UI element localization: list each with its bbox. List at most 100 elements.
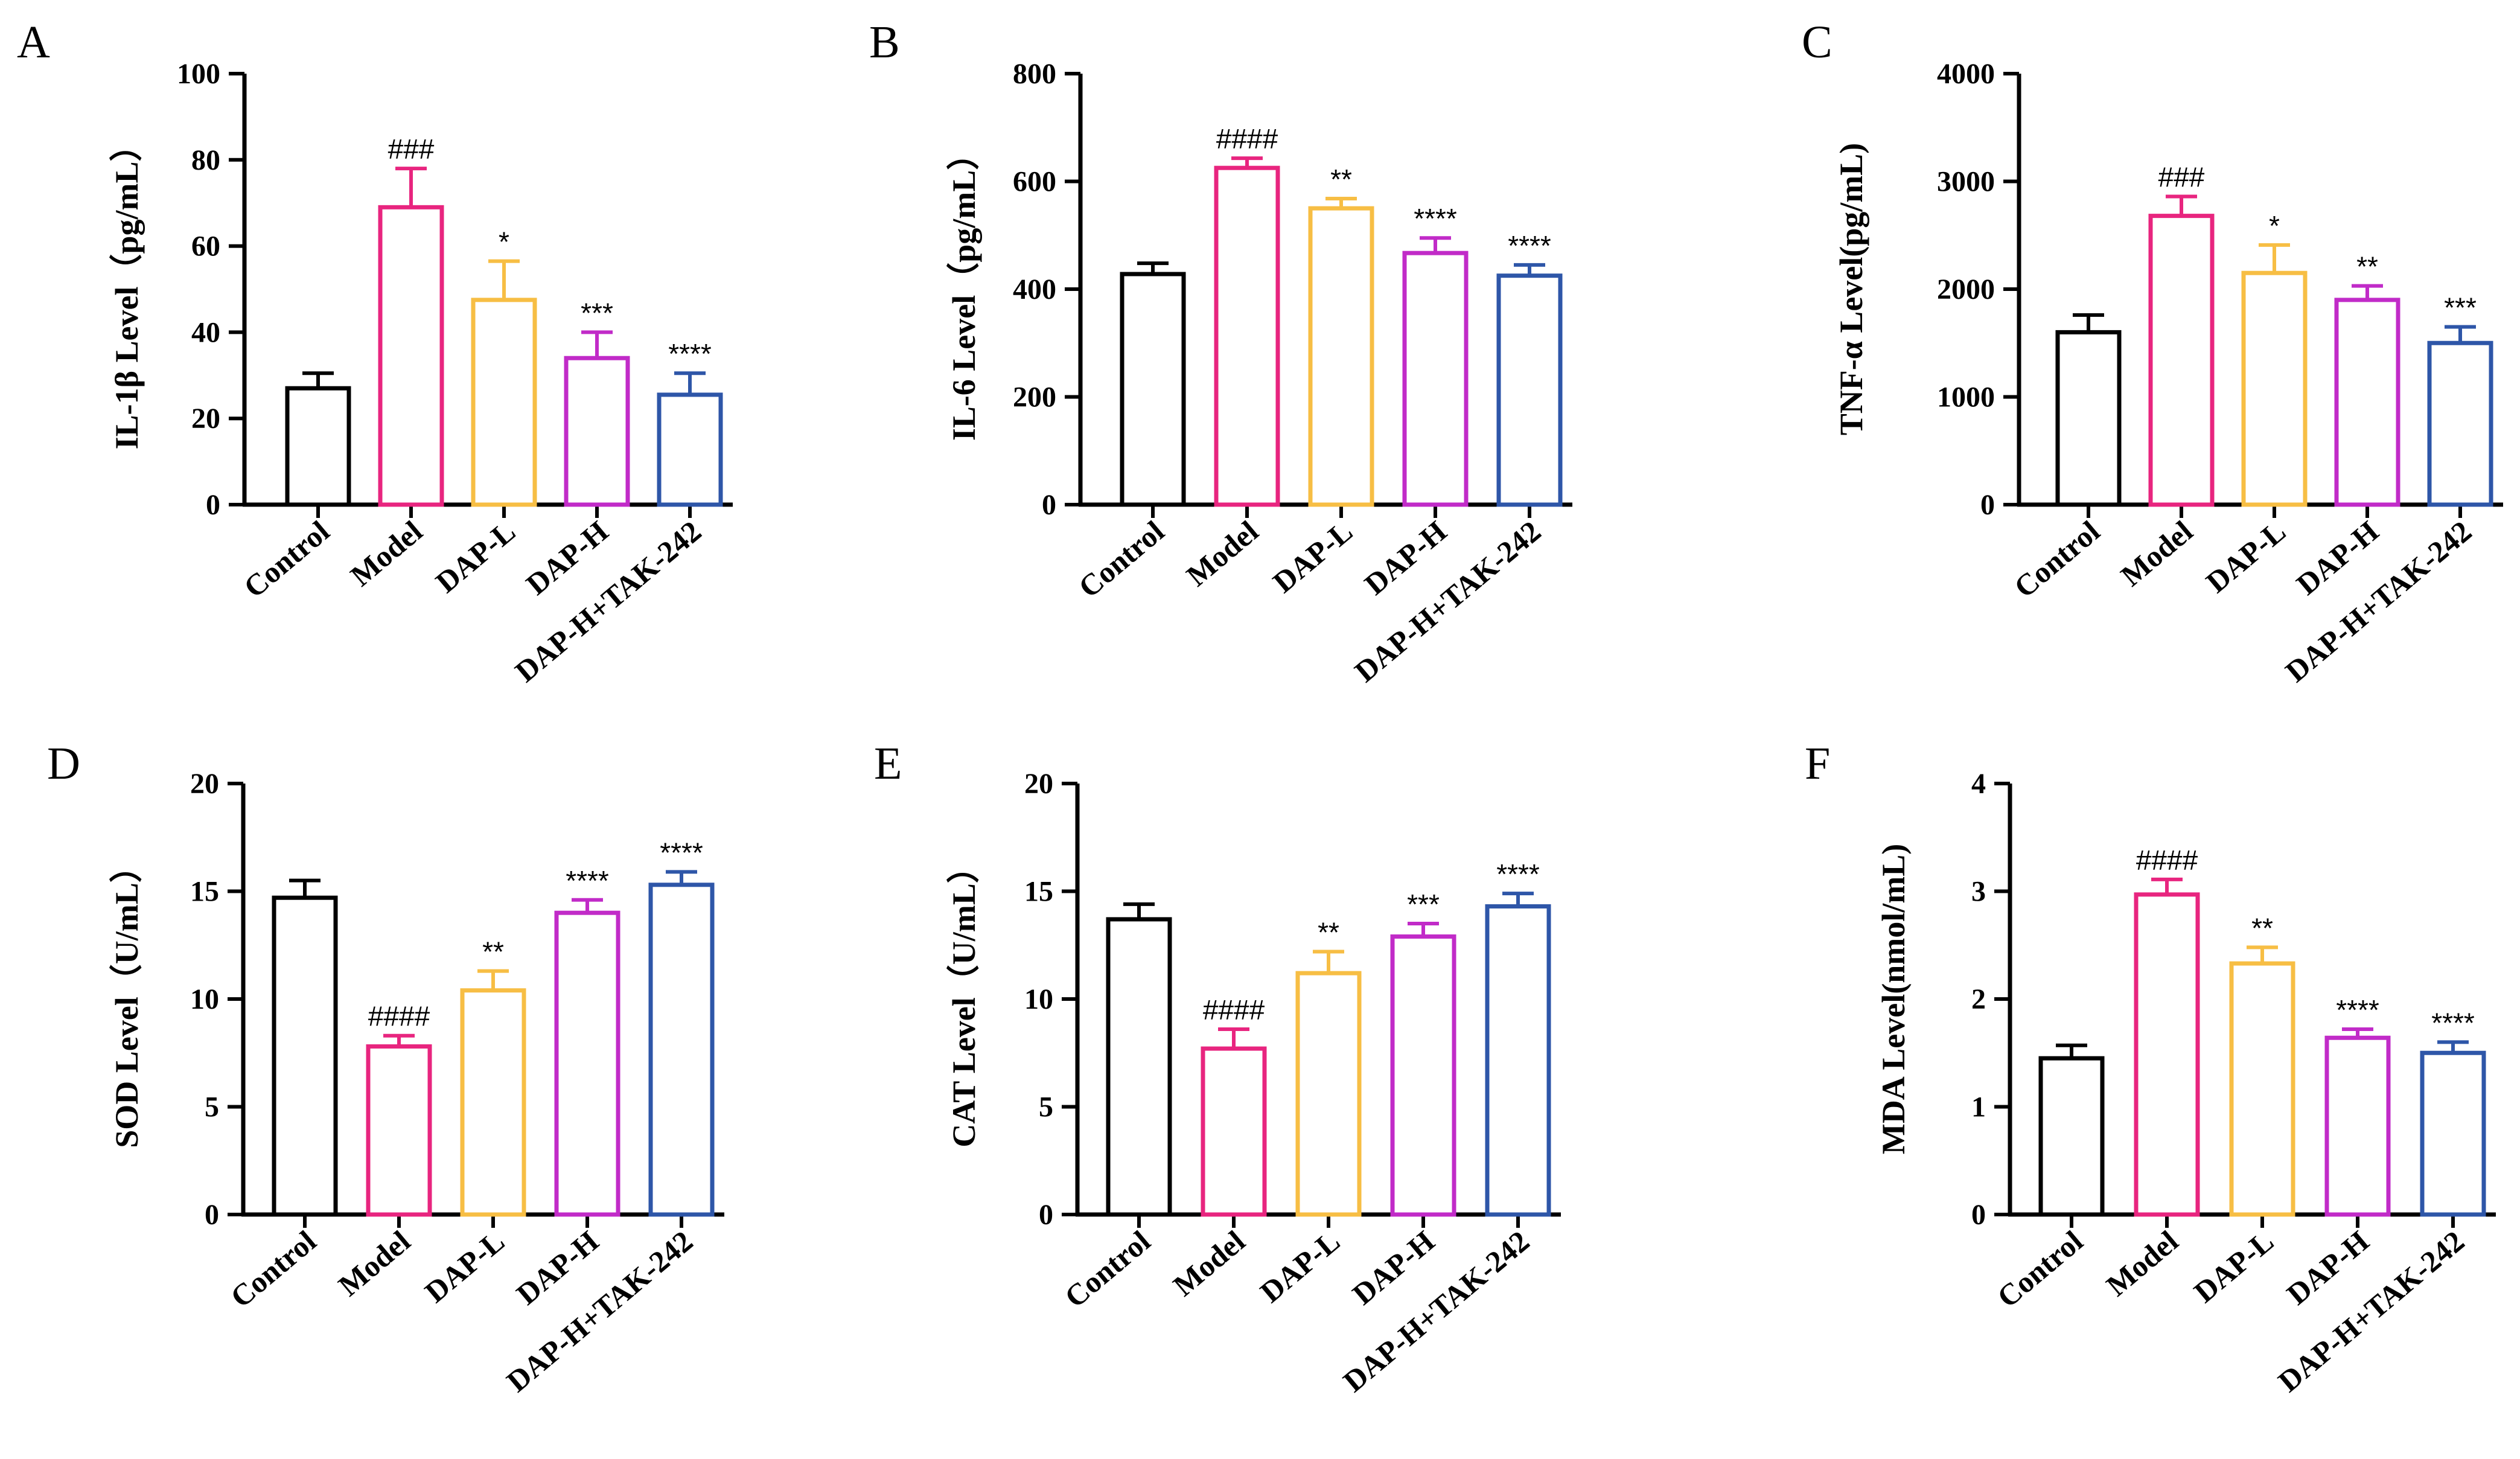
y-tick-label: 0 (1039, 1199, 1053, 1231)
category-label: Model (1167, 1224, 1251, 1302)
significance-label: **** (1508, 230, 1551, 261)
y-tick-label: 80 (191, 144, 220, 176)
bar-dap-h-tak-242 (1485, 904, 1551, 1217)
bar-dap-h (2334, 298, 2400, 507)
category-label: DAP-L (1254, 1224, 1346, 1309)
y-tick-label: 15 (190, 876, 219, 908)
bar-control (1106, 917, 1172, 1217)
bar-dap-h-tak-242 (648, 883, 715, 1217)
significance-label: ** (482, 936, 504, 968)
y-tick-label: 1000 (1937, 382, 1995, 413)
y-tick-label: 400 (1013, 273, 1056, 305)
significance-label: #### (1216, 123, 1278, 155)
panel-A: A IL-1β Level（pg/mL） 0 20 40 60 80 100 Control ##… (17, 17, 733, 689)
panel-letter: B (869, 17, 900, 68)
y-tick-label: 100 (177, 58, 220, 90)
significance-label: ** (1330, 164, 1352, 195)
significance-label: * (499, 226, 509, 258)
category-label: Model (2100, 1224, 2184, 1302)
category-label: DAP-L (418, 1224, 511, 1309)
panel-C: C TNF-α Level(pg/mL) 0 1000 2000 3000 4000 Cont… (1802, 17, 2503, 689)
y-tick-label: 3000 (1937, 166, 1995, 198)
y-tick-label: 10 (190, 983, 219, 1015)
bar-dap-h (1402, 251, 1469, 507)
y-tick-label: 600 (1013, 166, 1056, 198)
y-tick-label: 15 (1024, 876, 1053, 908)
y-tick-label: 800 (1013, 58, 1056, 90)
bar-dap-h (1390, 934, 1456, 1217)
significance-label: #### (1203, 994, 1265, 1026)
significance-label: **** (668, 338, 712, 369)
bar-control (272, 895, 338, 1217)
significance-label: ### (388, 133, 435, 165)
y-tick-label: 4 (1971, 768, 1986, 800)
category-label: DAP-L (2199, 514, 2292, 599)
y-tick-label: 0 (205, 1199, 219, 1231)
category-label: Control (237, 514, 336, 604)
significance-label: *** (2444, 292, 2477, 323)
category-label: Model (1180, 514, 1265, 592)
bar-dap-l (2241, 270, 2308, 507)
y-axis-label: TNF-α Level(pg/mL) (1833, 143, 1869, 436)
bar-dap-h (2324, 1035, 2391, 1217)
y-tick-label: 1 (1971, 1091, 1986, 1123)
y-tick-label: 20 (1024, 768, 1053, 800)
y-tick-label: 200 (1013, 382, 1056, 413)
significance-label: **** (1414, 203, 1457, 234)
bar-dap-l (471, 298, 537, 507)
bar-model (1201, 1046, 1267, 1217)
significance-label: * (2269, 210, 2280, 241)
category-label: Control (224, 1224, 322, 1314)
significance-label: **** (2431, 1007, 2475, 1038)
y-tick-label: 5 (1039, 1091, 1053, 1123)
y-axis-label: SOD Level（U/mL） (109, 850, 145, 1148)
bar-control (2055, 330, 2122, 507)
significance-label: *** (1407, 889, 1440, 920)
category-label: DAP-L (2187, 1224, 2280, 1309)
panel-F: F MDA Level(nmol/mL) 0 1 2 3 4 Control #### Model… (1805, 738, 2496, 1399)
y-tick-label: 40 (191, 316, 220, 348)
bar-control (285, 386, 351, 507)
y-tick-label: 0 (1042, 489, 1056, 521)
bar-dap-l (1308, 206, 1374, 507)
y-axis-label: IL-6 Level（pg/mL） (946, 138, 982, 441)
bar-dap-h (554, 910, 620, 1217)
y-tick-label: 60 (191, 231, 220, 263)
significance-label: **** (660, 837, 703, 868)
y-tick-label: 5 (205, 1091, 219, 1123)
bar-dap-l (1295, 971, 1362, 1217)
panel-letter: D (47, 738, 80, 789)
bar-model (378, 205, 444, 507)
y-tick-label: 2000 (1937, 273, 1995, 305)
bar-control (1120, 272, 1186, 507)
significance-label: ** (1318, 916, 1339, 948)
category-label: Control (1991, 1224, 2089, 1314)
y-axis-label: IL-1β Level（pg/mL） (109, 129, 145, 450)
bar-model (1214, 165, 1280, 507)
bar-dap-l (460, 988, 526, 1217)
bar-model (366, 1044, 432, 1217)
panel-E: E CAT Level（U/mL） 0 5 10 15 20 Control #### Model… (874, 738, 1561, 1399)
y-tick-label: 0 (1971, 1199, 1986, 1231)
panel-letter: E (874, 738, 902, 789)
y-tick-label: 0 (206, 489, 220, 521)
panel-letter: F (1805, 738, 1830, 789)
y-tick-label: 20 (191, 403, 220, 435)
category-label: Control (1058, 1224, 1156, 1314)
panel-letter: A (17, 17, 50, 68)
y-tick-label: 4000 (1937, 58, 1995, 90)
bar-dap-h-tak-242 (1496, 273, 1563, 507)
significance-label: **** (2336, 994, 2379, 1026)
bar-model (2148, 214, 2215, 507)
y-tick-label: 20 (190, 768, 219, 800)
y-axis-label: CAT Level（U/mL） (946, 851, 982, 1147)
panel-D: D SOD Level（U/mL） 0 5 10 15 20 Control #### Model… (47, 738, 724, 1399)
category-label: DAP-L (1266, 514, 1359, 599)
bar-dap-l (2229, 961, 2295, 1217)
bar-dap-h-tak-242 (2420, 1050, 2486, 1217)
y-tick-label: 3 (1971, 876, 1986, 908)
y-tick-label: 10 (1024, 983, 1053, 1015)
bar-dap-h-tak-242 (2427, 340, 2493, 507)
significance-label: ** (2356, 251, 2378, 283)
